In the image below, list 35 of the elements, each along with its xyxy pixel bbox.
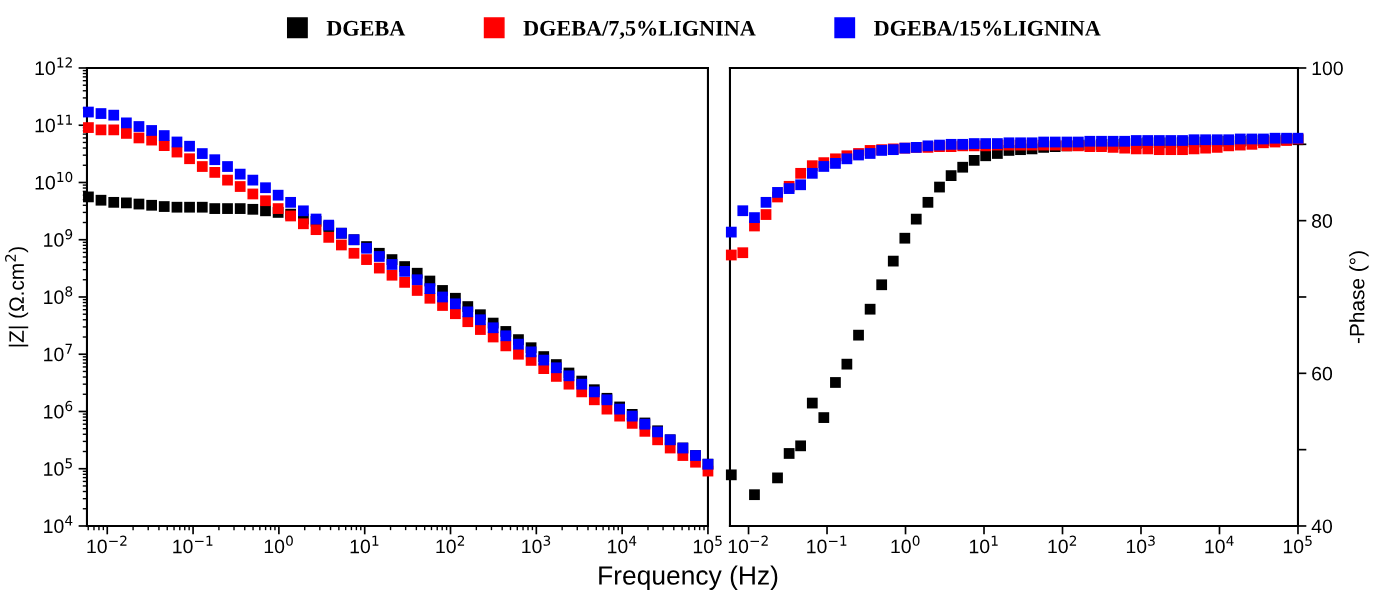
legend-label: DGEBA/7,5%LIGNINA xyxy=(523,20,756,39)
y-tick-label: 10$^{4}$ xyxy=(44,515,73,534)
y2-tick-label: 80 xyxy=(1312,214,1333,228)
x-axis-title: Frequency (Hz) xyxy=(599,565,778,591)
x-tick-label: 10$^{4}$ xyxy=(608,535,637,554)
x-tick-label: 10$^{5}$ xyxy=(693,535,722,554)
y-tick-label: 10$^{9}$ xyxy=(44,229,73,247)
y-tick-label: 10$^{5}$ xyxy=(44,458,72,476)
y2-tick-label: 100 xyxy=(1312,61,1343,76)
y-axis-title: |Z| (Ω.cm$^{2}$) xyxy=(5,247,29,347)
legend-label: DGEBA xyxy=(326,20,406,36)
x-tick-label: 10$^{−2}$ xyxy=(728,535,768,554)
y-tick-label: 10$^{10}$ xyxy=(35,171,73,190)
x-tick-label: 10$^{2}$ xyxy=(436,535,465,554)
legend-label: DGEBA/15%LIGNINA xyxy=(874,20,1101,36)
x-tick-label: 10$^{1}$ xyxy=(350,535,379,554)
y-tick-label: 10$^{11}$ xyxy=(35,114,72,133)
x-tick-label: 10$^{5}$ xyxy=(1283,535,1312,554)
y-tick-label: 10$^{8}$ xyxy=(44,286,73,305)
y-tick-label: 10$^{7}$ xyxy=(44,343,72,362)
x-tick-label: 10$^{−1}$ xyxy=(807,535,847,554)
x-tick-label: 10$^{−1}$ xyxy=(173,535,213,554)
y2-axis-title: -Phase (°) xyxy=(1349,251,1369,344)
x-tick-label: 10$^{−2}$ xyxy=(87,535,127,554)
y-tick-label: 10$^{6}$ xyxy=(44,400,73,419)
x-tick-label: 10$^{3}$ xyxy=(522,535,551,554)
y-tick-label: 10$^{12}$ xyxy=(35,57,72,76)
x-tick-label: 10$^{4}$ xyxy=(1205,535,1234,554)
x-tick-label: 10$^{0}$ xyxy=(891,535,920,554)
x-tick-label: 10$^{1}$ xyxy=(969,535,998,554)
x-tick-label: 10$^{2}$ xyxy=(1048,535,1077,554)
y2-tick-label: 40 xyxy=(1311,519,1333,534)
y2-tick-label: 60 xyxy=(1312,366,1333,381)
x-tick-label: 10$^{0}$ xyxy=(264,535,293,554)
x-tick-label: 10$^{3}$ xyxy=(1126,535,1155,554)
